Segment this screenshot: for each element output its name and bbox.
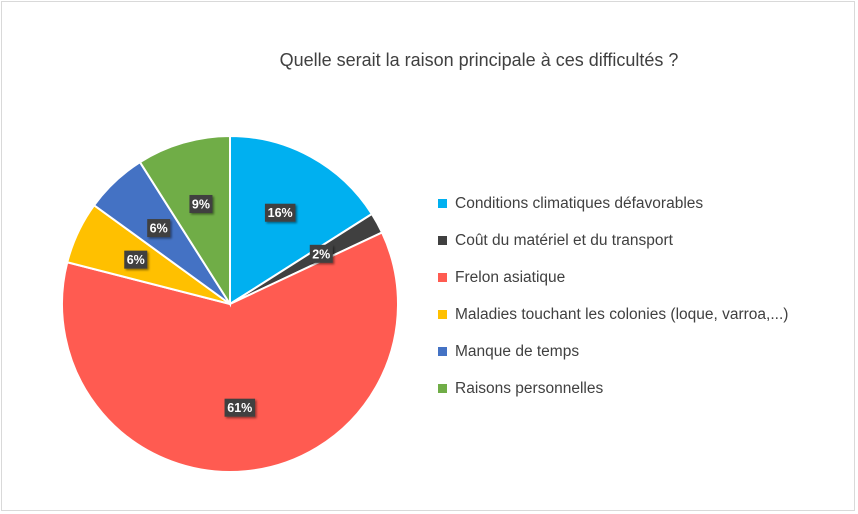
legend-swatch-1 xyxy=(438,236,447,245)
chart-legend: Conditions climatiques défavorables Coût … xyxy=(438,185,788,407)
data-label-box-4 xyxy=(147,219,171,238)
data-label-text-0: 16% xyxy=(268,206,293,220)
pie-slice-5 xyxy=(138,134,231,308)
data-label-5: 9% xyxy=(189,194,213,213)
legend-label-4: Manque de temps xyxy=(455,342,580,360)
legend-item-3: Maladies touchant les colonies (loque, v… xyxy=(438,296,788,333)
data-label-2: 61% xyxy=(224,398,256,417)
legend-item-2: Frelon asiatique xyxy=(438,259,788,296)
data-label-box-2 xyxy=(224,398,256,417)
legend-label-3: Maladies touchant les colonies (loque, v… xyxy=(455,305,789,323)
data-label-4: 6% xyxy=(147,219,171,238)
legend-label-1: Coût du matériel et du transport xyxy=(455,231,673,249)
data-label-text-2: 61% xyxy=(227,401,252,415)
data-label-text-3: 6% xyxy=(127,253,145,267)
data-label-0: 16% xyxy=(264,203,296,222)
legend-swatch-4 xyxy=(438,347,447,356)
pie-slice-2 xyxy=(61,231,399,473)
data-label-box-3 xyxy=(124,250,148,269)
legend-item-5: Raisons personnelles xyxy=(438,370,788,407)
data-label-3: 6% xyxy=(124,250,148,269)
data-label-1: 2% xyxy=(309,244,333,263)
legend-swatch-2 xyxy=(438,273,447,282)
data-label-text-1: 2% xyxy=(312,247,330,261)
data-label-box-5 xyxy=(189,194,213,213)
legend-item-0: Conditions climatiques défavorables xyxy=(438,185,788,222)
legend-swatch-3 xyxy=(438,310,447,319)
data-label-box-0 xyxy=(264,203,296,222)
pie-slice-0 xyxy=(229,134,374,306)
data-label-box-1 xyxy=(309,244,333,263)
data-label-text-5: 9% xyxy=(192,197,210,211)
legend-item-1: Coût du matériel et du transport xyxy=(438,222,788,259)
legend-label-0: Conditions climatiques défavorables xyxy=(455,194,704,212)
legend-label-2: Frelon asiatique xyxy=(455,268,566,286)
legend-label-5: Raisons personnelles xyxy=(455,379,604,397)
legend-swatch-5 xyxy=(438,384,447,393)
chart-title: Quelle serait la raison principale à ces… xyxy=(279,50,679,70)
legend-item-4: Manque de temps xyxy=(438,333,788,370)
legend-swatch-0 xyxy=(438,199,447,208)
data-label-text-4: 6% xyxy=(150,222,168,236)
